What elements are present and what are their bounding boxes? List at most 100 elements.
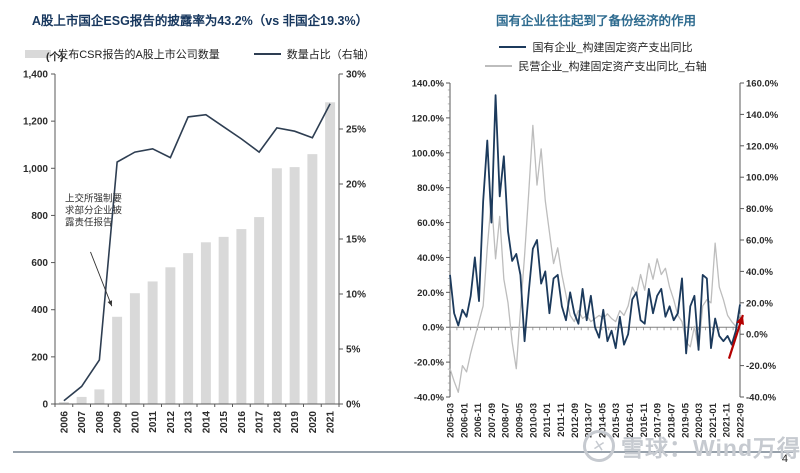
watermark-text: 雪球：Wind万得 (621, 435, 800, 461)
svg-text:2018: 2018 (272, 411, 283, 434)
svg-text:5%: 5% (346, 345, 361, 356)
legend-label-private: 民营企业_构建固定资产支出同比_右轴 (518, 61, 707, 73)
svg-text:2008: 2008 (95, 411, 106, 434)
bar-2019 (289, 167, 300, 404)
svg-text:2014: 2014 (201, 411, 212, 434)
svg-text:600: 600 (31, 258, 48, 269)
svg-text:200: 200 (31, 352, 48, 363)
svg-text:2011: 2011 (148, 411, 159, 433)
svg-text:2007-09: 2007-09 (487, 403, 498, 438)
svg-text:60.0%: 60.0% (417, 218, 444, 229)
svg-text:-20.0%: -20.0% (414, 358, 445, 369)
svg-text:2007: 2007 (77, 411, 88, 434)
svg-text:2021-11: 2021-11 (722, 402, 733, 437)
bar-2020 (307, 154, 318, 404)
esg-disclosure-chart-canvas: 0 200 400 600 800 1,000 1,200 1,400 0% 5% 10% 15% 20… (23, 70, 366, 434)
bar-2018 (271, 168, 282, 404)
bar-2012 (165, 267, 176, 404)
svg-text:1,000: 1,000 (23, 164, 48, 175)
svg-text:2021-01: 2021-01 (708, 402, 719, 438)
svg-text:2005-03: 2005-03 (446, 403, 457, 438)
svg-text:0: 0 (42, 400, 48, 411)
bar-2009 (112, 316, 123, 404)
svg-text:140.0%: 140.0% (746, 110, 779, 121)
svg-text:2009-05: 2009-05 (515, 402, 526, 438)
legend-item-soe: 国有企业_构建固定资产支出同比 (499, 39, 693, 55)
svg-text:-40.0%: -40.0% (414, 393, 445, 404)
xueqiu-logo-icon: ✕ (580, 427, 618, 465)
bar-2016 (236, 229, 247, 404)
svg-text:100.0%: 100.0% (746, 173, 779, 184)
svg-text:2021: 2021 (326, 411, 337, 434)
svg-text:60.0%: 60.0% (746, 236, 773, 247)
annotation-text: 上交所强制要求部分企业披露责任报告 (65, 192, 123, 228)
legend-item-share: 数量占比（右轴） (253, 46, 375, 62)
svg-text:1,400: 1,400 (23, 70, 48, 81)
soe-line-swatch (499, 46, 527, 48)
svg-text:2006-11: 2006-11 (473, 402, 484, 437)
svg-text:2015-03: 2015-03 (611, 403, 622, 438)
svg-text:2010-03: 2010-03 (528, 403, 539, 438)
svg-text:25%: 25% (346, 125, 366, 136)
svg-text:30%: 30% (346, 70, 366, 81)
legend-label-share: 数量占比（右轴） (286, 49, 375, 61)
svg-text:20%: 20% (346, 180, 366, 191)
left-chart-legend: 发布CSR报告的A股上市公司数量 数量占比（右轴） (8, 46, 392, 62)
bar-2007 (76, 396, 87, 404)
bar-series-swatch (25, 50, 52, 58)
bar-2021 (325, 102, 336, 405)
left-chart-title: A股上市国企ESG报告的披露率为43.2%（vs 非国企19.3%） (31, 14, 369, 28)
svg-text:120.0%: 120.0% (412, 113, 445, 124)
svg-text:0.0%: 0.0% (746, 330, 768, 341)
svg-text:100.0%: 100.0% (412, 148, 445, 159)
svg-text:2011-01: 2011-01 (542, 402, 553, 437)
right-chart-title: 国有企业往往起到了备份经济的作用 (495, 14, 696, 28)
svg-text:2017: 2017 (255, 411, 266, 434)
svg-text:2012: 2012 (166, 411, 177, 434)
legend-label-soe: 国有企业_构建固定资产支出同比 (532, 42, 693, 54)
svg-text:2006: 2006 (59, 411, 70, 434)
svg-text:2010: 2010 (130, 411, 141, 434)
footer-divider (13, 451, 793, 453)
svg-text:2008-07: 2008-07 (501, 403, 512, 438)
share-line-series (63, 103, 331, 402)
bar-2008 (94, 389, 105, 404)
line-series-group (449, 94, 741, 393)
line-series-swatch (253, 53, 281, 55)
svg-text:-40.0%: -40.0% (746, 393, 777, 404)
svg-text:2018-07: 2018-07 (666, 403, 677, 438)
svg-text:2009: 2009 (113, 411, 124, 434)
svg-text:2016-11: 2016-11 (639, 402, 650, 437)
axes-group: -40.0% -20.0% 0.0% 20.0% 40.0% 60.0% 80.0% 100.… (412, 79, 779, 438)
soe-capex-chart-canvas: -40.0% -20.0% 0.0% 20.0% 40.0% 60.0% 80.0% 100.… (412, 79, 779, 438)
svg-text:40.0%: 40.0% (746, 267, 773, 278)
svg-text:800: 800 (31, 211, 48, 222)
svg-text:-20.0%: -20.0% (746, 361, 777, 372)
svg-text:2015: 2015 (219, 411, 230, 434)
svg-text:2020-03: 2020-03 (694, 403, 705, 438)
svg-text:2020: 2020 (308, 411, 319, 434)
bar-2013 (183, 253, 194, 404)
bar-2015 (218, 236, 229, 404)
svg-text:2012-09: 2012-09 (570, 403, 581, 438)
svg-text:2011-11: 2011-11 (556, 402, 567, 437)
private-capex-line (449, 124, 741, 393)
svg-text:2019: 2019 (290, 411, 301, 434)
private-line-swatch (485, 65, 513, 67)
svg-text:2016: 2016 (237, 411, 248, 434)
svg-text:120.0%: 120.0% (746, 141, 779, 152)
bars-group (58, 102, 336, 405)
trend-arrow (727, 314, 745, 359)
svg-text:1,200: 1,200 (23, 117, 48, 128)
svg-text:140.0%: 140.0% (412, 79, 445, 90)
svg-text:10%: 10% (346, 290, 366, 301)
svg-text:2013-07: 2013-07 (584, 403, 595, 438)
svg-text:2006-01: 2006-01 (459, 402, 470, 438)
watermark: ✕ 雪球：Wind万得 (580, 427, 800, 465)
svg-text:2013: 2013 (184, 411, 195, 434)
svg-text:2022-09: 2022-09 (736, 403, 747, 438)
page-number: 4 (781, 453, 788, 465)
annotation-group: 上交所强制要求部分企业披露责任报告 (65, 192, 123, 307)
svg-text:0.0%: 0.0% (422, 323, 444, 334)
